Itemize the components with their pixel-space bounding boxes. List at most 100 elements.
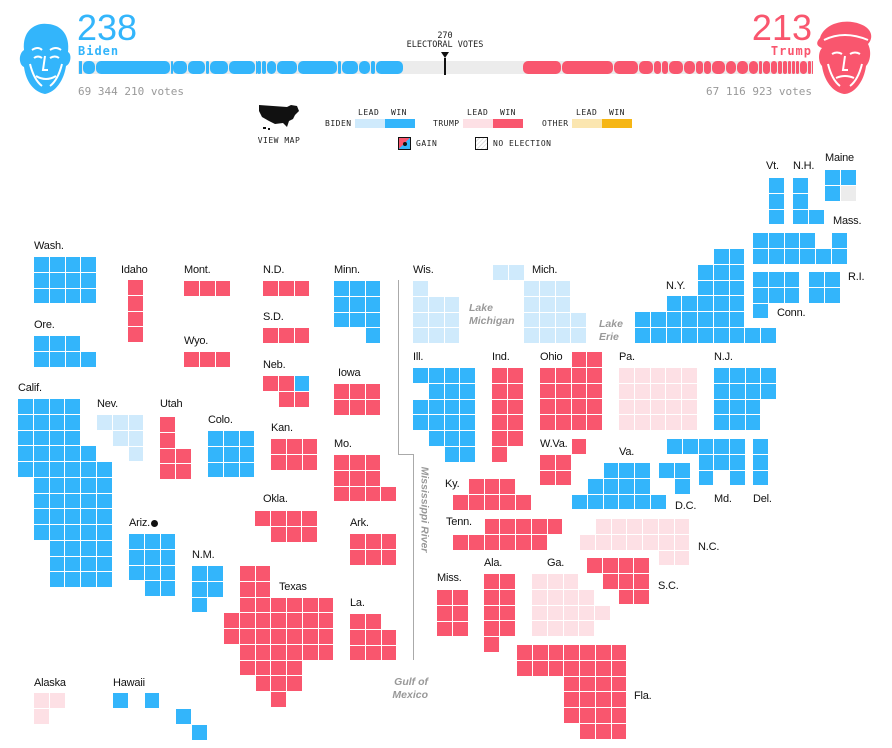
electoral-vote-cell[interactable] (255, 676, 271, 692)
electoral-vote-cell[interactable] (831, 248, 847, 264)
electoral-vote-cell[interactable] (294, 376, 310, 391)
electoral-vote-cell[interactable] (619, 368, 634, 383)
electoral-vote-cell[interactable] (729, 368, 745, 383)
electoral-vote-cell[interactable] (714, 399, 729, 415)
electoral-vote-cell[interactable] (350, 549, 365, 565)
electoral-vote-cell[interactable] (334, 470, 349, 486)
electoral-vote-cell[interactable] (500, 494, 516, 510)
electoral-vote-cell[interactable] (825, 185, 840, 201)
electoral-vote-cell[interactable] (144, 549, 160, 565)
electoral-vote-cell[interactable] (587, 415, 603, 430)
electoral-vote-cell[interactable] (34, 336, 49, 351)
electoral-vote-cell[interactable] (611, 692, 627, 708)
electoral-vote-cell[interactable] (753, 454, 768, 470)
electoral-vote-cell[interactable] (49, 430, 65, 446)
electoral-vote-cell[interactable] (413, 415, 428, 431)
electoral-vote-cell[interactable] (714, 454, 730, 470)
electoral-vote-cell[interactable] (18, 446, 33, 462)
electoral-vote-cell[interactable] (547, 605, 563, 621)
electoral-vote-cell[interactable] (730, 439, 745, 454)
electoral-vote-cell[interactable] (413, 399, 428, 415)
electoral-vote-cell[interactable] (239, 581, 255, 597)
electoral-vote-cell[interactable] (563, 605, 579, 621)
electoral-vote-cell[interactable] (840, 170, 856, 185)
electoral-vote-cell[interactable] (184, 281, 199, 296)
electoral-vote-cell[interactable] (49, 693, 65, 708)
electoral-vote-cell[interactable] (713, 249, 729, 264)
electoral-vote-cell[interactable] (603, 463, 619, 478)
electoral-vote-cell[interactable] (65, 525, 81, 540)
electoral-vote-cell[interactable] (809, 272, 824, 287)
electoral-vote-cell[interactable] (564, 660, 580, 676)
electoral-vote-cell[interactable] (571, 415, 587, 430)
electoral-vote-cell[interactable] (302, 644, 318, 660)
electoral-vote-cell[interactable] (215, 281, 231, 296)
electoral-vote-cell[interactable] (286, 454, 302, 470)
electoral-vote-cell[interactable] (175, 448, 191, 464)
electoral-vote-cell[interactable] (634, 589, 650, 605)
electoral-vote-cell[interactable] (176, 709, 191, 724)
electoral-vote-cell[interactable] (729, 264, 745, 280)
electoral-vote-cell[interactable] (65, 351, 81, 367)
electoral-vote-cell[interactable] (713, 264, 729, 280)
electoral-vote-cell[interactable] (49, 351, 65, 367)
electoral-vote-cell[interactable] (516, 519, 531, 534)
electoral-vote-cell[interactable] (97, 415, 112, 430)
electoral-vote-cell[interactable] (603, 478, 619, 494)
electoral-vote-cell[interactable] (160, 432, 175, 448)
electoral-vote-cell[interactable] (524, 281, 539, 296)
electoral-vote-cell[interactable] (65, 572, 81, 588)
electoral-vote-cell[interactable] (199, 281, 215, 296)
electoral-vote-cell[interactable] (555, 383, 571, 399)
electoral-vote-cell[interactable] (611, 676, 627, 692)
electoral-vote-cell[interactable] (831, 233, 847, 248)
electoral-vote-cell[interactable] (682, 368, 697, 383)
electoral-vote-cell[interactable] (611, 660, 627, 676)
electoral-vote-cell[interactable] (730, 454, 745, 470)
electoral-vote-cell[interactable] (365, 312, 381, 328)
electoral-vote-cell[interactable] (413, 312, 428, 328)
electoral-vote-cell[interactable] (65, 556, 81, 572)
electoral-vote-cell[interactable] (365, 470, 381, 486)
electoral-vote-cell[interactable] (492, 415, 507, 431)
electoral-vote-cell[interactable] (595, 645, 611, 660)
electoral-vote-cell[interactable] (784, 287, 800, 303)
electoral-vote-cell[interactable] (618, 558, 634, 573)
electoral-vote-cell[interactable] (65, 288, 81, 304)
electoral-vote-cell[interactable] (753, 303, 768, 319)
electoral-vote-cell[interactable] (49, 288, 65, 304)
electoral-vote-cell[interactable] (239, 597, 255, 613)
electoral-vote-cell[interactable] (800, 248, 816, 264)
electoral-vote-cell[interactable] (768, 248, 784, 264)
electoral-vote-cell[interactable] (365, 399, 381, 415)
electoral-vote-cell[interactable] (381, 629, 397, 645)
electoral-vote-cell[interactable] (18, 414, 33, 430)
electoral-vote-cell[interactable] (698, 312, 713, 327)
electoral-vote-cell[interactable] (571, 439, 587, 454)
electoral-vote-cell[interactable] (517, 645, 532, 660)
electoral-vote-cell[interactable] (49, 257, 65, 272)
electoral-vote-cell[interactable] (349, 486, 365, 502)
electoral-vote-cell[interactable] (334, 296, 349, 312)
electoral-vote-cell[interactable] (302, 613, 318, 629)
electoral-vote-cell[interactable] (365, 534, 381, 549)
electoral-vote-cell[interactable] (18, 462, 33, 477)
electoral-vote-cell[interactable] (587, 399, 603, 415)
electoral-vote-cell[interactable] (365, 629, 381, 645)
electoral-vote-cell[interactable] (524, 296, 539, 312)
electoral-vote-cell[interactable] (532, 660, 548, 676)
electoral-vote-cell[interactable] (144, 565, 160, 581)
electoral-vote-cell[interactable] (493, 265, 508, 280)
electoral-vote-cell[interactable] (619, 494, 635, 510)
electoral-vote-cell[interactable] (729, 249, 745, 264)
electoral-vote-cell[interactable] (800, 233, 816, 248)
electoral-vote-cell[interactable] (271, 629, 287, 644)
electoral-vote-cell[interactable] (444, 383, 460, 399)
electoral-vote-cell[interactable] (634, 368, 650, 383)
electoral-vote-cell[interactable] (318, 644, 334, 660)
electoral-vote-cell[interactable] (682, 415, 697, 431)
electoral-vote-cell[interactable] (595, 605, 610, 621)
electoral-vote-cell[interactable] (286, 511, 302, 526)
electoral-vote-cell[interactable] (618, 573, 634, 589)
electoral-vote-cell[interactable] (350, 534, 365, 549)
